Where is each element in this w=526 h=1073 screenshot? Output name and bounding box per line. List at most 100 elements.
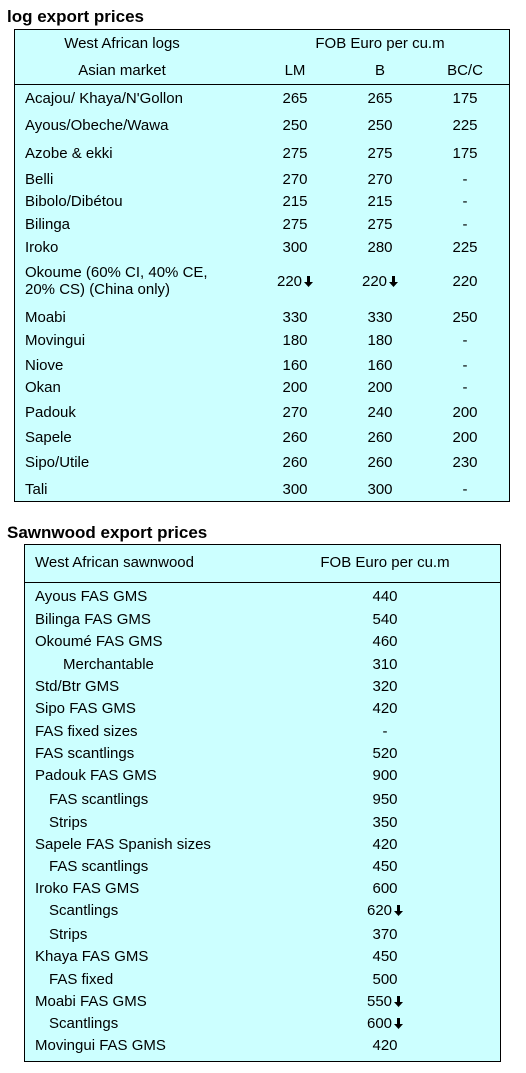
- sawn-species-name: FAS scantlings: [49, 791, 148, 809]
- log-species-name: Niove: [25, 357, 63, 375]
- log-price-bc: 200: [435, 429, 495, 447]
- log-price-b: 260: [350, 429, 410, 447]
- sawn-price: 440: [355, 588, 415, 606]
- sawn-price-text: 550: [366, 993, 393, 1010]
- log-price-b-text: 215: [367, 193, 393, 210]
- sawn-price: 620: [355, 902, 415, 920]
- sawn-price: 450: [355, 858, 415, 876]
- log-price-bc-text: 200: [452, 404, 478, 421]
- log-price-bc: 225: [435, 117, 495, 135]
- log-species-name-line1-text: Okoume (60% CI, 40% CE,: [25, 264, 208, 281]
- log-price-bc: 230: [435, 454, 495, 472]
- log-price-b-text: 260: [367, 429, 393, 446]
- sawn-species-name-text: Khaya FAS GMS: [35, 948, 149, 965]
- sawn-price: 420: [355, 836, 415, 854]
- sawn-species-name-text: FAS scantlings: [49, 858, 149, 875]
- price-down-arrow-icon: [394, 905, 404, 916]
- sawn-species-name: Movingui FAS GMS: [35, 1037, 166, 1055]
- log-species-name-text: Bilinga: [25, 216, 71, 233]
- log-price-b: 300: [350, 481, 410, 499]
- log-price-bc-text: 250: [452, 309, 478, 326]
- log-price-lm-text: 270: [282, 404, 308, 421]
- log-species-name-text: Okan: [25, 379, 61, 396]
- sawn-price-text: 450: [372, 948, 398, 965]
- sawn-price: 900: [355, 767, 415, 785]
- log-price-lm: 275: [265, 216, 325, 234]
- sawn-price-text: 950: [372, 791, 398, 808]
- sawn-price-text: 370: [372, 926, 398, 943]
- sawn-species-name: Okoumé FAS GMS: [35, 633, 163, 651]
- log-price-b: 240: [350, 404, 410, 422]
- log-price-bc-text: 175: [452, 145, 478, 162]
- sawn-species-name: Scantlings: [49, 902, 118, 920]
- log-price-lm: 275: [265, 145, 325, 163]
- sawn-species-name: Padouk FAS GMS: [35, 767, 157, 785]
- log-price-lm-text: 215: [282, 193, 308, 210]
- log-price-b-text: 275: [367, 216, 393, 233]
- log-species-name: Padouk: [25, 404, 76, 422]
- log-species-name-text: Iroko: [25, 239, 59, 256]
- sawn-species-name: Sipo FAS GMS: [35, 700, 136, 718]
- log-price-bc-text: 230: [452, 454, 478, 471]
- sawn-price: 600: [355, 880, 415, 898]
- log-price-b-text: 270: [367, 171, 393, 188]
- sawn-price: 540: [355, 611, 415, 629]
- log-price-bc-text: -: [462, 171, 468, 188]
- log-species-name-text: Acajou/ Khaya/N'Gollon: [25, 90, 183, 107]
- sawn-species-name-text: Scantlings: [49, 902, 119, 919]
- sawn-price-text: 600: [372, 880, 398, 897]
- log-price-lm-text: 250: [282, 117, 308, 134]
- log-price-b-text: 280: [367, 239, 393, 256]
- sawn-price: 310: [355, 656, 415, 674]
- sawn-price-text: 460: [372, 633, 398, 650]
- log-species-name: Tali: [25, 481, 48, 499]
- log-price-b-text: 250: [367, 117, 393, 134]
- sawn-species-name: Moabi FAS GMS: [35, 993, 147, 1011]
- log-header-bc: BC/C: [447, 62, 483, 79]
- sawn-species-name: Khaya FAS GMS: [35, 948, 148, 966]
- sawn-price: 350: [355, 814, 415, 832]
- log-price-bc-text: 175: [452, 90, 478, 107]
- sawn-species-name-text: Ayous FAS GMS: [35, 588, 148, 605]
- sawn-species-name-text: Strips: [49, 926, 88, 943]
- log-price-lm-text: 260: [282, 454, 308, 471]
- sawn-species-name-text: Iroko FAS GMS: [35, 880, 140, 897]
- log-price-bc-text: -: [462, 379, 468, 396]
- log-price-bc-text: 225: [452, 239, 478, 256]
- log-price-bc: 225: [435, 239, 495, 257]
- sawn-species-name-text: Movingui FAS GMS: [35, 1037, 166, 1054]
- sawn-species-name: FAS scantlings: [49, 858, 148, 876]
- sawn-price: 370: [355, 926, 415, 944]
- sawn-price: 600: [355, 1015, 415, 1033]
- log-price-b-text: 240: [367, 404, 393, 421]
- sawn-price-text: 350: [372, 814, 398, 831]
- log-price-b: 160: [350, 357, 410, 375]
- price-down-arrow-icon: [394, 996, 404, 1007]
- sawn-price-text: 420: [372, 700, 398, 717]
- log-price-bc-text: -: [462, 193, 468, 210]
- sawn-price-text: 420: [372, 836, 398, 853]
- sawn-header-price-heading: FOB Euro per cu.m: [320, 554, 450, 571]
- sawn-price: 950: [355, 791, 415, 809]
- sawn-species-name-text: Sapele FAS Spanish sizes: [35, 836, 211, 853]
- sawn-species-name-text: Okoumé FAS GMS: [35, 633, 163, 650]
- log-price-b-text: 300: [367, 481, 393, 498]
- log-price-b: 265: [350, 90, 410, 108]
- log-header-price-heading: FOB Euro per cu.m: [315, 35, 445, 52]
- sawn-species-name: Ayous FAS GMS: [35, 588, 147, 606]
- log-price-bc: -: [435, 216, 495, 234]
- sawn-price-text: 310: [372, 656, 398, 673]
- log-price-lm-text: 180: [282, 332, 308, 349]
- sawn-price: 420: [355, 700, 415, 718]
- sawn-table-header: West African sawnwood FOB Euro per cu.m: [25, 545, 500, 583]
- sawn-price: 320: [355, 678, 415, 696]
- sawn-species-name: Scantlings: [49, 1015, 118, 1033]
- log-species-name: Ayous/Obeche/Wawa: [25, 117, 168, 135]
- log-price-bc-text: -: [462, 357, 468, 374]
- log-price-b: 270: [350, 171, 410, 189]
- log-price-b: 275: [350, 216, 410, 234]
- log-price-b-text: 275: [367, 145, 393, 162]
- log-price-b-text: 220: [361, 273, 388, 290]
- log-price-b: 250: [350, 117, 410, 135]
- sawn-price-table: West African sawnwood FOB Euro per cu.m …: [24, 544, 501, 1062]
